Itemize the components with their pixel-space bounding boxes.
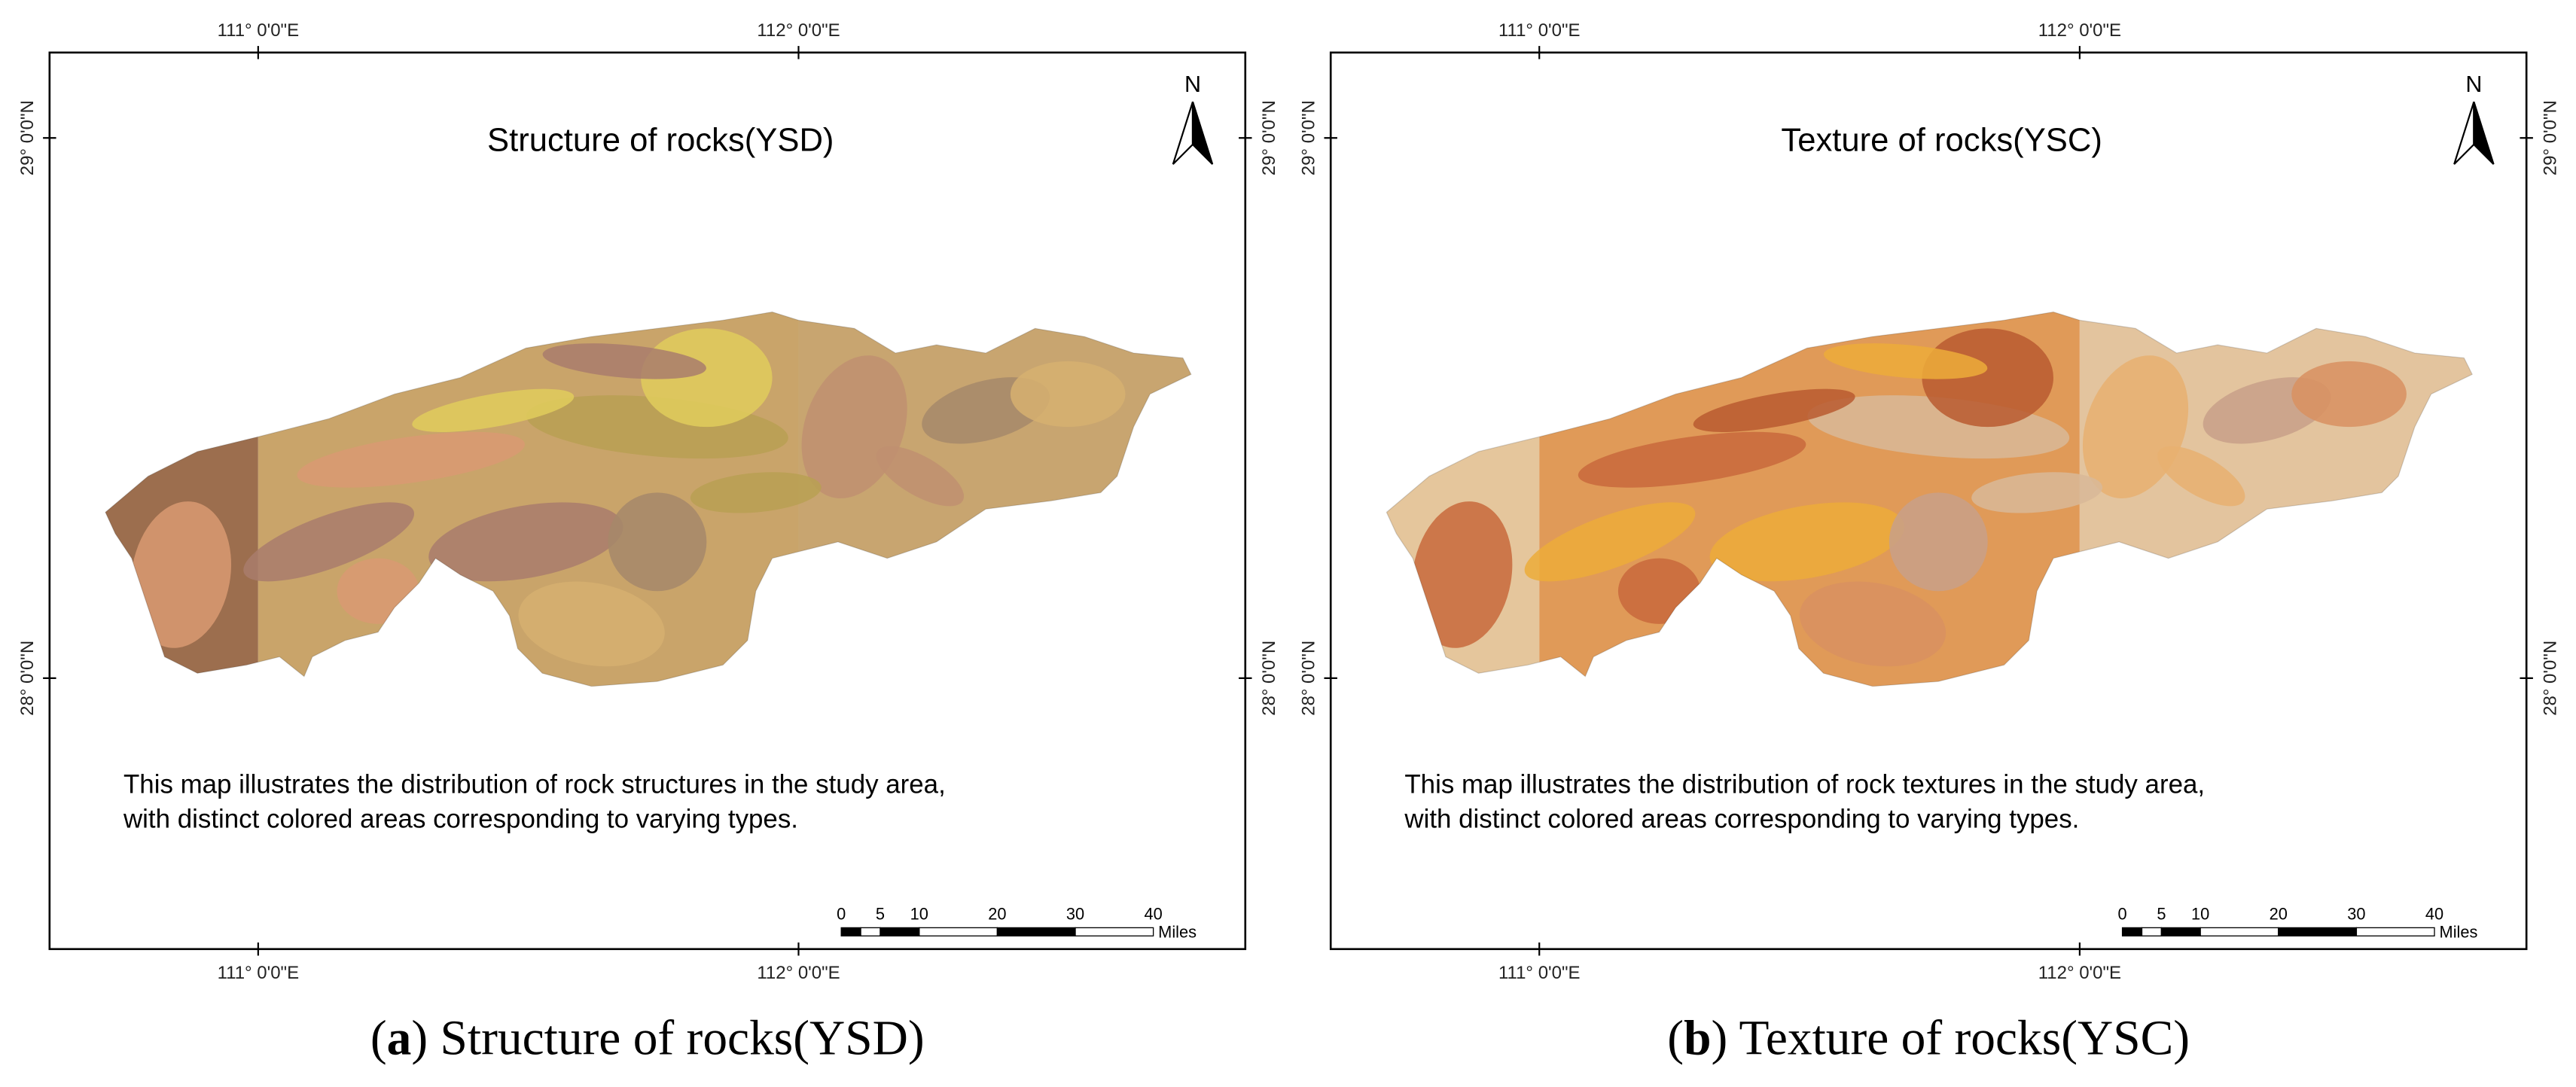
longitude-label: 111° 0'0"E	[1498, 963, 1580, 983]
latitude-label: 28° 0'0"N	[1259, 641, 1279, 716]
scale-label: 20	[2270, 905, 2288, 924]
scale-segment	[860, 927, 881, 936]
rock-unit	[1524, 502, 1696, 582]
rock-unit	[1823, 343, 1988, 379]
longitude-label: 112° 0'0"E	[2038, 963, 2121, 983]
longitude-label: 111° 0'0"E	[218, 20, 299, 41]
scale-segment	[2200, 927, 2279, 936]
scale-label: 0	[837, 905, 846, 924]
rock-unit	[428, 502, 623, 582]
north-arrow	[1191, 101, 1214, 165]
scale-segment	[2141, 927, 2163, 936]
map-title: Structure of rocks(YSD)	[487, 123, 834, 159]
caption-part: ) Structure of rocks(YSD)	[411, 1011, 924, 1065]
rock-unit	[690, 472, 822, 513]
north-label: N	[1184, 72, 1201, 97]
rock-unit	[243, 502, 415, 582]
rock-unit	[1971, 472, 2103, 513]
scale-segment	[2278, 927, 2358, 936]
scale-segment	[2160, 927, 2201, 936]
scale-unit: Miles	[2440, 923, 2478, 942]
rock-unit	[130, 501, 231, 648]
scale-label: 5	[876, 905, 885, 924]
scale-label: 10	[910, 905, 928, 924]
rock-unit	[1010, 361, 1126, 428]
scale-label: 30	[1066, 905, 1084, 924]
longitude-label: 111° 0'0"E	[1498, 20, 1580, 41]
rock-unit	[542, 343, 706, 379]
scale-label: 5	[2157, 905, 2166, 924]
rock-unit	[876, 446, 965, 507]
rock-unit	[518, 581, 665, 667]
caption-part: (	[1667, 1011, 1684, 1065]
rock-unit	[2291, 361, 2407, 428]
map-panel: 111° 0'0"E 111° 0'0"E 112° 0'0"E 112° 0'0"E…	[17, 20, 1279, 1065]
caption-part: ) Texture of rocks(YSC)	[1711, 1011, 2190, 1065]
scale-segment	[1075, 927, 1154, 936]
area-outline	[105, 311, 1192, 687]
scale-segment	[879, 927, 920, 936]
map-title: Texture of rocks(YSC)	[1781, 123, 2102, 159]
rock-unit	[297, 431, 525, 488]
description: with distinct colored areas correspondin…	[123, 804, 798, 833]
scale-label: 40	[2425, 905, 2443, 924]
scale-label: 20	[988, 905, 1006, 924]
scale-segment	[2121, 927, 2143, 936]
rock-unit	[1799, 581, 1946, 667]
north-label: N	[2465, 72, 2482, 97]
caption-part: a	[387, 1011, 412, 1065]
longitude-label: 112° 0'0"E	[757, 963, 840, 983]
rock-unit	[1709, 502, 1904, 582]
latitude-label: 29° 0'0"N	[1259, 100, 1279, 175]
latitude-label: 29° 0'0"N	[1298, 100, 1318, 175]
rock-unit	[412, 388, 575, 432]
caption: (a) Structure of rocks(YSD)	[370, 1011, 925, 1065]
longitude-label: 112° 0'0"E	[2038, 20, 2121, 41]
scale-segment	[919, 927, 998, 936]
latitude-label: 28° 0'0"N	[17, 641, 38, 716]
scale-label: 40	[1145, 905, 1163, 924]
area-outline	[1386, 311, 2474, 687]
latitude-label: 28° 0'0"N	[2540, 641, 2560, 716]
description: with distinct colored areas correspondin…	[1404, 804, 2079, 833]
rock-unit	[608, 492, 707, 592]
caption: (b) Texture of rocks(YSC)	[1667, 1011, 2190, 1065]
north-arrow	[2473, 101, 2495, 165]
longitude-label: 111° 0'0"E	[218, 963, 299, 983]
rock-unit	[1693, 388, 1855, 432]
scale-label: 30	[2347, 905, 2365, 924]
rock-unit	[2157, 446, 2245, 507]
description: This map illustrates the distribution of…	[1404, 770, 2205, 799]
scale-label: 0	[2118, 905, 2127, 924]
rock-unit	[1578, 431, 1806, 488]
longitude-label: 112° 0'0"E	[757, 20, 840, 41]
description: This map illustrates the distribution of…	[123, 770, 946, 799]
latitude-label: 29° 0'0"N	[2540, 100, 2560, 175]
scale-label: 10	[2191, 905, 2209, 924]
latitude-label: 29° 0'0"N	[17, 100, 38, 175]
scale-unit: Miles	[1158, 923, 1197, 942]
rock-unit	[1889, 492, 1988, 592]
rock-unit	[1412, 501, 1513, 648]
scale-segment	[996, 927, 1076, 936]
caption-part: (	[370, 1011, 387, 1065]
scale-segment	[840, 927, 861, 936]
caption-part: b	[1684, 1011, 1711, 1065]
latitude-label: 28° 0'0"N	[1298, 641, 1318, 716]
map-panel: 111° 0'0"E 111° 0'0"E 112° 0'0"E 112° 0'0"E…	[1298, 20, 2560, 1065]
scale-segment	[2355, 927, 2435, 936]
